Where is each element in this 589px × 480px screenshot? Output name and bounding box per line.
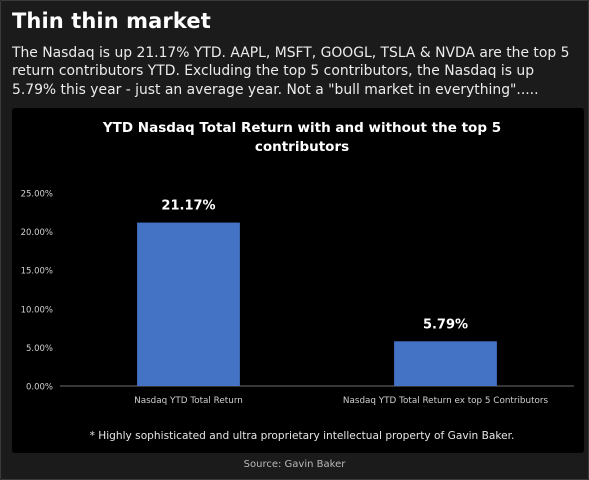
chart-footnote: * Highly sophisticated and ultra proprie… (90, 430, 515, 442)
post-title: Thin thin market (12, 9, 211, 33)
y-tick-label: 20.00% (21, 228, 53, 238)
bar-data-label: 5.79% (423, 317, 468, 332)
bar-data-label: 21.17% (161, 199, 215, 214)
y-tick-label: 5.00% (26, 344, 53, 354)
x-category-label: Nasdaq YTD Total Return ex top 5 Contrib… (343, 396, 549, 406)
y-tick-label: 0.00% (26, 383, 53, 393)
source-caption: Source: Gavin Baker (243, 459, 346, 470)
chart-panel: YTD Nasdaq Total Return with and without… (12, 108, 584, 453)
x-category-label: Nasdaq YTD Total Return (134, 396, 243, 406)
bar (137, 222, 240, 386)
bar-chart: YTD Nasdaq Total Return with and without… (21, 120, 574, 442)
bar (394, 341, 497, 386)
y-tick-label: 10.00% (21, 305, 53, 315)
chart-title-line: contributors (255, 139, 349, 155)
y-tick-label: 25.00% (21, 190, 53, 200)
chart-title-line: YTD Nasdaq Total Return with and without… (102, 120, 501, 136)
post-description: The Nasdaq is up 21.17% YTD. AAPL, MSFT,… (12, 45, 570, 98)
y-tick-label: 15.00% (21, 267, 53, 277)
